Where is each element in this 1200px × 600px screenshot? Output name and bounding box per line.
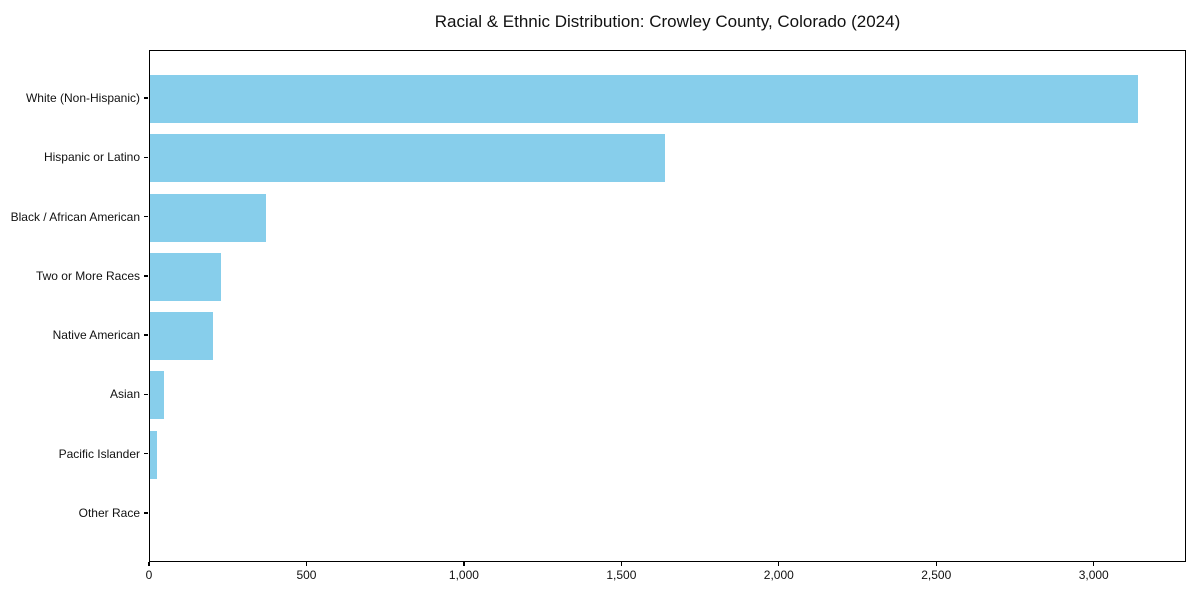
x-tick-label-1000: 1,000 (448, 568, 479, 582)
y-tick-label-native-american: Native American (52, 328, 140, 343)
bar-black-african-american (150, 193, 266, 242)
bar-pacific-islander (150, 430, 157, 479)
x-tick-label-500: 500 (296, 568, 317, 582)
x-tick-label-3000: 3,000 (1078, 568, 1109, 582)
y-tick-label-two-or-more-races: Two or More Races (35, 268, 140, 283)
y-tick-label-pacific-islander: Pacific Islander (58, 446, 140, 461)
y-tick-mark (144, 393, 148, 396)
y-tick-label-asian: Asian (109, 387, 140, 402)
x-tick-mark (935, 562, 937, 566)
y-tick-label-black-african-american: Black / African American (10, 209, 140, 224)
x-tick-label-2500: 2,500 (921, 568, 952, 582)
y-tick-mark (144, 97, 148, 99)
y-tick-mark (144, 334, 148, 336)
y-tick-mark (144, 215, 148, 218)
y-tick-mark (144, 275, 148, 277)
chart-title: Racial & Ethnic Distribution: Crowley Co… (434, 12, 901, 31)
x-tick-mark (620, 562, 622, 566)
plot-area (149, 50, 1186, 562)
x-tick-label-2000: 2,000 (763, 568, 794, 582)
y-tick-mark (144, 512, 148, 514)
bar-asian (150, 371, 165, 420)
bar-hispanic-or-latino (150, 134, 665, 183)
x-tick-mark (148, 562, 150, 566)
y-tick-label-hispanic-or-latino: Hispanic or Latino (43, 150, 140, 165)
x-tick-mark (305, 562, 308, 566)
x-tick-mark (778, 562, 780, 566)
y-tick-mark (144, 453, 148, 455)
y-tick-mark (144, 156, 148, 158)
bar-native-american (150, 312, 213, 361)
bar-white-non-hispanic (150, 75, 1138, 123)
y-tick-label-white-non-hispanic: White (Non-Hispanic) (25, 91, 140, 105)
y-tick-label-other-race: Other Race (78, 505, 140, 520)
x-tick-mark (1093, 562, 1095, 566)
x-tick-mark (463, 562, 465, 566)
bar-two-or-more-races (150, 252, 222, 301)
x-tick-label-0: 0 (145, 568, 153, 582)
x-tick-label-1500: 1,500 (606, 568, 637, 582)
